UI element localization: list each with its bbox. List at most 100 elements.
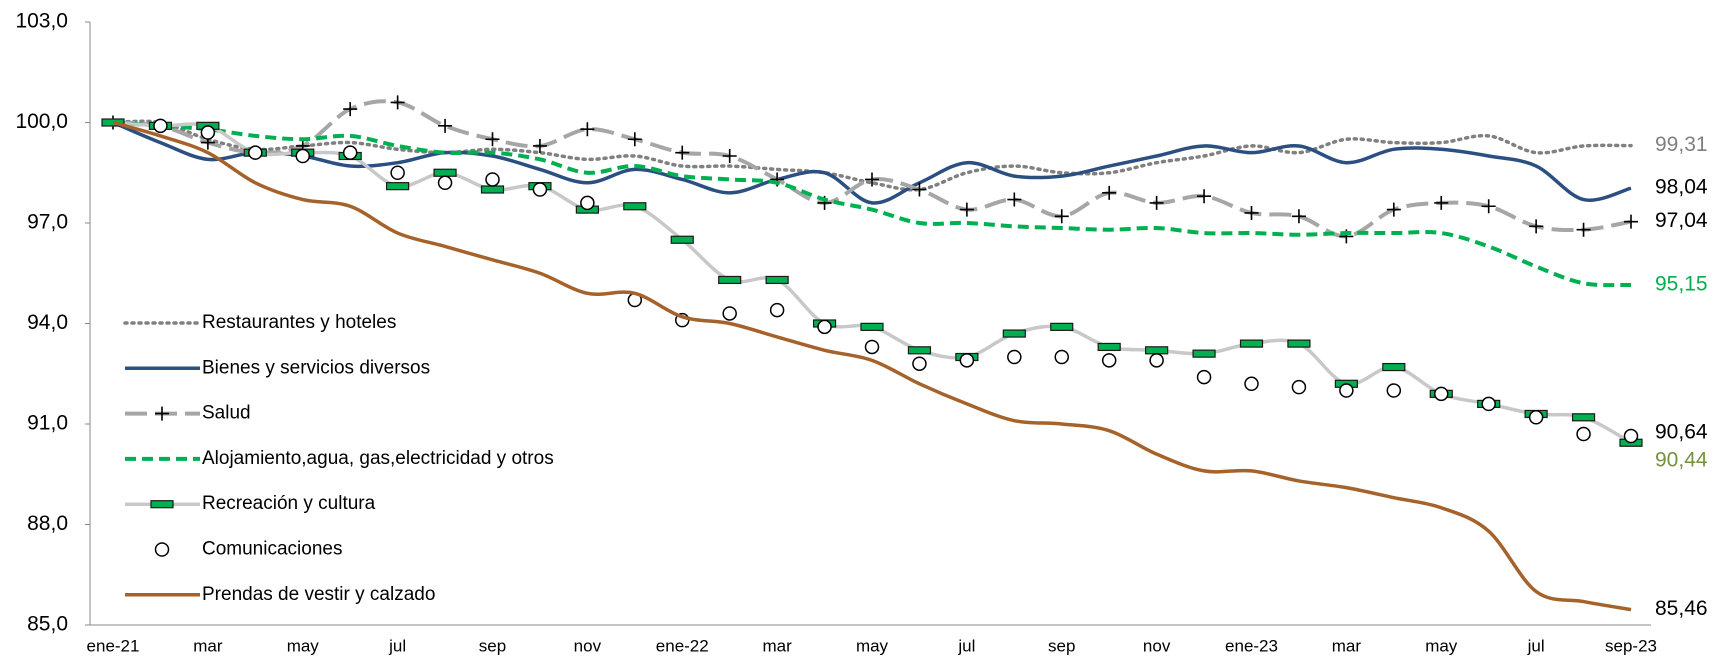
data-point [718,275,742,285]
data-point [722,149,737,163]
data-point [480,185,505,194]
legend-label: Bienes y servicios diversos [202,357,430,378]
data-point [1097,342,1121,352]
series-line [112,99,1632,239]
x-tick-label: nov [1143,636,1171,655]
data-point [959,353,975,368]
data-point [433,168,457,177]
data-point [627,132,642,147]
data-point [1386,202,1401,217]
legend-label: Salud [202,403,251,424]
data-point [1244,205,1259,220]
data-point [1054,209,1069,224]
data-point [860,322,884,331]
legend-label: Prendas de vestir y calzado [202,584,435,605]
y-tick-label: 100,0 [15,110,68,133]
data-point [912,182,927,197]
data-point [1386,383,1402,398]
data-point [390,95,405,110]
x-tick-label: nov [574,636,602,655]
legend-marker [155,406,169,421]
data-point [1481,396,1496,412]
legend-marker [150,500,174,509]
data-point [1145,346,1169,355]
x-tick-label: jul [957,636,975,655]
data-point [864,339,880,355]
data-point [1101,353,1117,368]
series-line [111,119,1633,192]
data-point [1623,428,1639,444]
data-point [1102,185,1117,200]
data-point [342,145,358,160]
value-label: 99,31 [1655,133,1708,156]
data-point [817,319,832,335]
x-tick-label: sep-23 [1605,636,1657,655]
data-point [580,195,595,211]
x-tick-label: may [287,636,320,655]
data-point [1002,329,1026,338]
data-point [532,138,547,153]
data-point [1434,386,1449,402]
data-point [1197,189,1212,204]
data-point [295,148,310,164]
data-point [1050,322,1074,331]
data-point [343,102,358,117]
x-tick-label: sep [479,636,506,655]
x-tick-label: mar [762,636,792,655]
data-point [1382,362,1406,372]
data-point [1481,199,1496,214]
value-label: 95,15 [1655,273,1708,296]
data-point [670,235,694,244]
data-point [1192,349,1216,358]
value-label: 98,04 [1655,176,1708,199]
data-point [1624,214,1638,229]
data-point [765,275,789,285]
data-point [1149,353,1164,368]
data-point [153,118,168,134]
data-point [1287,339,1311,348]
y-tick-label: 91,0 [27,412,68,435]
data-point [386,182,410,191]
data-point [1339,383,1354,398]
data-point [623,202,647,211]
legend-marker [154,542,170,557]
x-tick-label: mar [1332,636,1362,655]
series-line [112,120,1632,612]
data-point [1196,369,1212,385]
data-point [1528,410,1544,425]
x-tick-label: ene-21 [87,636,140,655]
data-point [1529,219,1544,234]
data-point [1239,339,1264,348]
x-tick-label: jul [1527,636,1545,655]
data-point [437,175,453,191]
y-tick-label: 97,0 [27,211,68,234]
data-point [485,132,500,147]
x-tick-label: mar [193,636,223,655]
value-label: 97,04 [1655,209,1708,232]
data-point [1054,349,1069,365]
value-label: 90,44 [1655,448,1708,471]
data-point [438,118,453,133]
legend-label: Comunicaciones [202,539,342,560]
series-line [112,120,1632,288]
data-point [1434,195,1449,210]
legend-label: Restaurantes y hoteles [202,312,396,333]
legend-label: Alojamiento,agua, gas,electricidad y otr… [202,448,554,469]
data-point [1149,195,1164,210]
data-point [1291,209,1306,224]
value-label: 85,46 [1655,597,1708,620]
x-tick-label: may [856,636,889,655]
data-point [907,346,932,355]
data-point [390,165,405,180]
x-tick-label: may [1425,636,1458,655]
data-point [912,356,927,371]
data-point [1291,379,1307,395]
y-tick-label: 103,0 [15,10,68,33]
data-point [1244,376,1259,392]
data-point [675,145,690,160]
y-tick-label: 94,0 [27,311,68,334]
legend-label: Recreación y cultura [202,493,376,514]
data-point [248,145,263,160]
data-point [532,182,548,197]
